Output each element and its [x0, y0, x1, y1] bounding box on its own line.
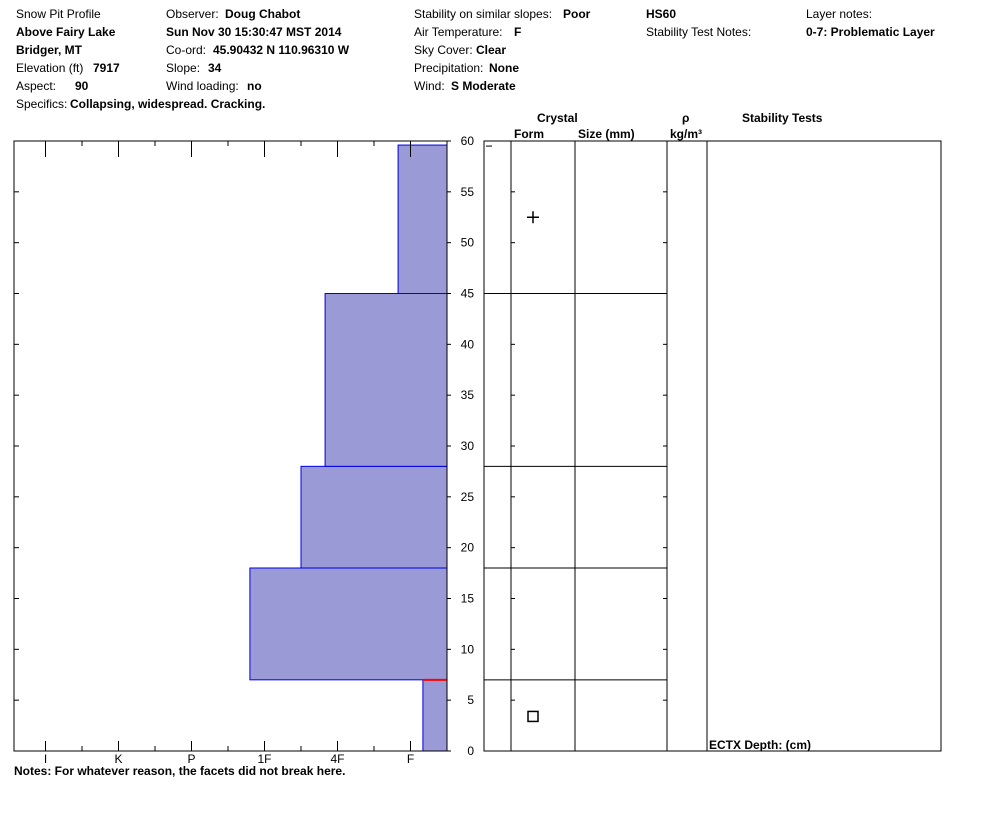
- y-tick-label-55: 55: [461, 185, 475, 199]
- density-unit-header: kg/m³: [670, 127, 703, 141]
- y-tick-label-25: 25: [461, 490, 475, 504]
- hardness-layer-0: [422, 679, 448, 752]
- hardness-layer-1: [249, 567, 448, 681]
- slope-value: 34: [208, 61, 222, 75]
- observation-datetime: Sun Nov 30 15:30:47 MST 2014: [166, 25, 342, 39]
- coord-label: Co-ord:: [166, 43, 207, 57]
- hardness-label-I: I: [44, 752, 47, 766]
- specifics-label: Specifics:: [16, 97, 68, 111]
- hs-value: HS60: [646, 7, 677, 21]
- hardness-layers: [249, 144, 448, 752]
- aspect-value: 90: [75, 79, 89, 93]
- grid-frame: [483, 140, 942, 752]
- y-tick-label-5: 5: [467, 693, 474, 707]
- layer-notes-value: 0-7: Problematic Layer: [806, 25, 935, 39]
- coord-value: 45.90432 N 110.96310 W: [213, 43, 350, 57]
- region: Bridger, MT: [16, 43, 83, 57]
- y-tick-label-30: 30: [461, 439, 475, 453]
- stability-tests-header: Stability Tests: [742, 111, 823, 125]
- wind-loading-value: no: [247, 79, 262, 93]
- y-tick-label-10: 10: [461, 642, 475, 656]
- size-header: Size (mm): [578, 127, 635, 141]
- axes: 0 5 10 15 20 25 30 35 40 45 50 55 60 I K P 1F 4F F: [13, 134, 475, 766]
- rho-header: ρ: [682, 111, 690, 125]
- layer-notes-label: Layer notes:: [806, 7, 873, 21]
- y-tick-label-35: 35: [461, 388, 475, 402]
- y-tick-label-60: 60: [461, 134, 475, 148]
- wind-loading-label: Wind loading:: [166, 79, 239, 93]
- y-tick-label-40: 40: [461, 337, 475, 351]
- notes: Notes: For whatever reason, the facets d…: [14, 764, 346, 778]
- y-tick-label-0: 0: [467, 744, 474, 758]
- hardness-label-F: F: [407, 752, 414, 766]
- hardness-layer-3: [324, 293, 448, 467]
- air-temp-value: F: [514, 25, 522, 39]
- hardness-label-4F: 4F: [330, 752, 344, 766]
- stability-value: Poor: [563, 7, 591, 21]
- precip-value: None: [489, 61, 519, 75]
- observer-value: Doug Chabot: [225, 7, 301, 21]
- crystal-header: Crystal: [537, 111, 578, 125]
- y-tick-label-15: 15: [461, 592, 475, 606]
- hardness-label-K: K: [114, 752, 122, 766]
- crystal-square-1: [527, 710, 539, 723]
- location: Above Fairy Lake: [16, 25, 116, 39]
- stability-test-entry: ECTX Depth: (cm): [709, 738, 811, 752]
- precip-label: Precipitation:: [414, 61, 484, 75]
- air-temp-label: Air Temperature:: [414, 25, 503, 39]
- y-tick-label-45: 45: [461, 287, 475, 301]
- elevation-label: Elevation (ft): [16, 61, 84, 75]
- sky-label: Sky Cover:: [414, 43, 473, 57]
- layer-grid-panel: [483, 140, 942, 752]
- profile-title: Snow Pit Profile: [16, 7, 101, 21]
- hardness-label-P: P: [187, 752, 195, 766]
- form-header: Form: [514, 127, 544, 141]
- stability-test-notes-label: Stability Test Notes:: [646, 25, 752, 39]
- sky-value: Clear: [476, 43, 507, 57]
- elevation-value: 7917: [93, 61, 120, 75]
- hardness-label-1F: 1F: [257, 752, 271, 766]
- stability-label: Stability on similar slopes:: [414, 7, 553, 21]
- y-tick-label-50: 50: [461, 236, 475, 250]
- specifics-value: Collapsing, widespread. Cracking.: [70, 97, 266, 111]
- slope-label: Slope:: [166, 61, 201, 75]
- wind-value: S Moderate: [451, 79, 516, 93]
- wind-label: Wind:: [414, 79, 445, 93]
- aspect-label: Aspect:: [16, 79, 57, 93]
- hardness-layer-4: [397, 144, 448, 294]
- observer-label: Observer:: [166, 7, 219, 21]
- y-tick-label-20: 20: [461, 541, 475, 555]
- hardness-layer-2: [300, 465, 448, 569]
